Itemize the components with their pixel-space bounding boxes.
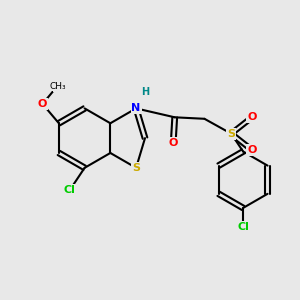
Text: N: N xyxy=(131,103,141,113)
Text: O: O xyxy=(169,138,178,148)
Text: S: S xyxy=(132,163,140,173)
Text: O: O xyxy=(247,145,257,155)
Text: O: O xyxy=(53,81,62,91)
Text: H: H xyxy=(141,87,149,97)
Text: O: O xyxy=(247,112,257,122)
Text: O: O xyxy=(38,99,47,109)
Text: S: S xyxy=(227,129,235,139)
Text: CH₃: CH₃ xyxy=(49,82,66,91)
Text: Cl: Cl xyxy=(237,222,249,232)
Text: Cl: Cl xyxy=(64,185,76,195)
